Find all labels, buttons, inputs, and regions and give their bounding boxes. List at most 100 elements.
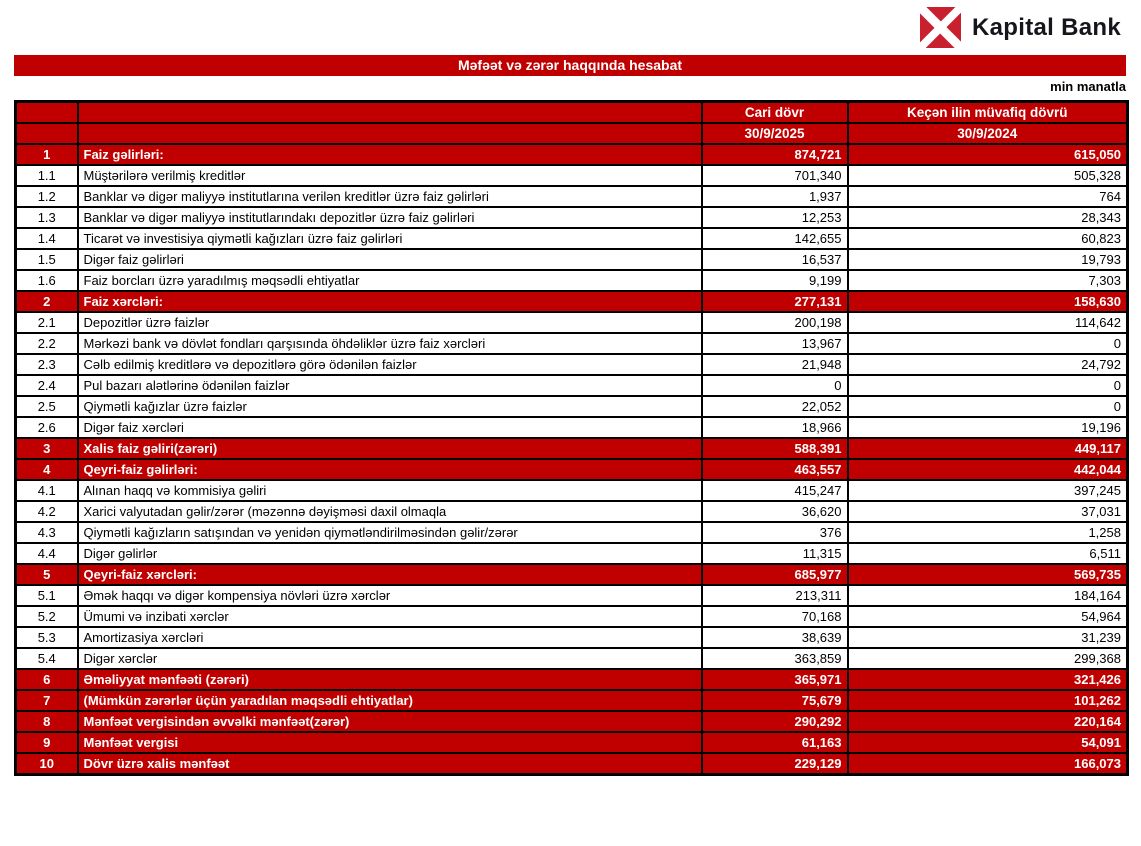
row-value-current: 38,639 xyxy=(700,626,849,649)
row-value-current: 376 xyxy=(700,521,849,544)
header-current-date: 30/9/2025 xyxy=(700,122,849,145)
row-value-current: 200,198 xyxy=(700,311,849,334)
row-value-current: 277,131 xyxy=(700,290,849,313)
row-number: 5.2 xyxy=(14,605,79,628)
row-label: Faiz gəlirləri: xyxy=(76,143,703,166)
row-value-current: 9,199 xyxy=(700,269,849,292)
row-number: 2.6 xyxy=(14,416,79,439)
row-value-previous: 24,792 xyxy=(846,353,1129,376)
row-value-previous: 19,196 xyxy=(846,416,1129,439)
row-value-current: 229,129 xyxy=(700,752,849,776)
row-value-previous: 321,426 xyxy=(846,668,1129,691)
row-value-previous: 28,343 xyxy=(846,206,1129,229)
row-number: 2.4 xyxy=(14,374,79,397)
row-value-current: 874,721 xyxy=(700,143,849,166)
row-label: Qiymətli kağızların satışından və yenidə… xyxy=(76,521,703,544)
row-value-previous: 184,164 xyxy=(846,584,1129,607)
row-number: 4.4 xyxy=(14,542,79,565)
row-value-previous: 615,050 xyxy=(846,143,1129,166)
row-value-previous: 1,258 xyxy=(846,521,1129,544)
row-value-current: 142,655 xyxy=(700,227,849,250)
header-cell-empty xyxy=(14,122,79,145)
row-value-previous: 166,073 xyxy=(846,752,1129,776)
row-label: Digər gəlirlər xyxy=(76,542,703,565)
row-number: 1 xyxy=(14,143,79,166)
row-number: 2.5 xyxy=(14,395,79,418)
row-number: 9 xyxy=(14,731,79,754)
row-number: 1.4 xyxy=(14,227,79,250)
row-value-current: 1,937 xyxy=(700,185,849,208)
row-number: 4.3 xyxy=(14,521,79,544)
row-number: 4 xyxy=(14,458,79,481)
table-row: 7 (Mümkün zərərlər üçün yaradılan məqsəd… xyxy=(14,689,1129,712)
row-number: 2.3 xyxy=(14,353,79,376)
row-label: Əməliyyat mənfəəti (zərəri) xyxy=(76,668,703,691)
table-row: 9 Mənfəət vergisi 61,163 54,091 xyxy=(14,731,1129,754)
row-number: 1.2 xyxy=(14,185,79,208)
row-value-previous: 299,368 xyxy=(846,647,1129,670)
table-row: 1 Faiz gəlirləri: 874,721 615,050 xyxy=(14,143,1129,166)
row-label: Alınan haqq və kommisiya gəliri xyxy=(76,479,703,502)
table-row: 2.5 Qiymətli kağızlar üzrə faizlər 22,05… xyxy=(14,395,1129,418)
row-value-previous: 60,823 xyxy=(846,227,1129,250)
header-previous-date: 30/9/2024 xyxy=(846,122,1129,145)
row-label: Faiz borcları üzrə yaradılmış məqsədli e… xyxy=(76,269,703,292)
table-row: 2 Faiz xərcləri: 277,131 158,630 xyxy=(14,290,1129,313)
row-label: Mənfəət vergisi xyxy=(76,731,703,754)
report-title: Məfəət və zərər haqqında hesabat xyxy=(14,55,1126,76)
row-value-current: 13,967 xyxy=(700,332,849,355)
row-value-previous: 505,328 xyxy=(846,164,1129,187)
row-value-previous: 220,164 xyxy=(846,710,1129,733)
row-label: Xalis faiz gəliri(zərəri) xyxy=(76,437,703,460)
table-row: 1.3 Banklar və digər maliyyə institutlar… xyxy=(14,206,1129,229)
table-row: 2.2 Mərkəzi bank və dövlət fondları qarş… xyxy=(14,332,1129,355)
row-value-previous: 31,239 xyxy=(846,626,1129,649)
table-header-row-dates: 30/9/2025 30/9/2024 xyxy=(14,122,1129,145)
row-label: Qeyri-faiz xərcləri: xyxy=(76,563,703,586)
row-value-previous: 0 xyxy=(846,374,1129,397)
row-number: 5.1 xyxy=(14,584,79,607)
row-value-previous: 54,091 xyxy=(846,731,1129,754)
row-value-previous: 101,262 xyxy=(846,689,1129,712)
row-value-previous: 6,511 xyxy=(846,542,1129,565)
row-value-current: 463,557 xyxy=(700,458,849,481)
row-value-current: 363,859 xyxy=(700,647,849,670)
table-row: 1.5 Digər faiz gəlirləri 16,537 19,793 xyxy=(14,248,1129,271)
row-value-previous: 114,642 xyxy=(846,311,1129,334)
row-label: Depozitlər üzrə faizlər xyxy=(76,311,703,334)
row-label: (Mümkün zərərlər üçün yaradılan məqsədli… xyxy=(76,689,703,712)
table-row: 4 Qeyri-faiz gəlirləri: 463,557 442,044 xyxy=(14,458,1129,481)
row-label: Mərkəzi bank və dövlət fondları qarşısın… xyxy=(76,332,703,355)
row-number: 2 xyxy=(14,290,79,313)
row-label: Amortizasiya xərcləri xyxy=(76,626,703,649)
row-number: 6 xyxy=(14,668,79,691)
row-number: 2.1 xyxy=(14,311,79,334)
brand: Kapital Bank xyxy=(920,7,1121,48)
row-number: 7 xyxy=(14,689,79,712)
table-row: 5.4 Digər xərclər 363,859 299,368 xyxy=(14,647,1129,670)
table-row: 2.3 Cəlb edilmiş kreditlərə və depozitlə… xyxy=(14,353,1129,376)
row-label: Pul bazarı alətlərinə ödənilən faizlər xyxy=(76,374,703,397)
row-number: 5.4 xyxy=(14,647,79,670)
row-number: 10 xyxy=(14,752,79,776)
row-value-current: 290,292 xyxy=(700,710,849,733)
table-row: 1.1 Müştərilərə verilmiş kreditlər 701,3… xyxy=(14,164,1129,187)
table-header-row-period: Cari dövr Keçən ilin müvafiq dövrü xyxy=(14,100,1129,124)
row-label: Müştərilərə verilmiş kreditlər xyxy=(76,164,703,187)
table-row: 10 Dövr üzrə xalis mənfəət 229,129 166,0… xyxy=(14,752,1129,776)
row-value-current: 415,247 xyxy=(700,479,849,502)
row-value-current: 12,253 xyxy=(700,206,849,229)
row-value-current: 16,537 xyxy=(700,248,849,271)
row-value-current: 685,977 xyxy=(700,563,849,586)
table-row: 6 Əməliyyat mənfəəti (zərəri) 365,971 32… xyxy=(14,668,1129,691)
row-value-current: 0 xyxy=(700,374,849,397)
table-row: 4.2 Xarici valyutadan gəlir/zərər (məzən… xyxy=(14,500,1129,523)
row-number: 5 xyxy=(14,563,79,586)
row-number: 4.2 xyxy=(14,500,79,523)
row-label: Ticarət və investisiya qiymətli kağızlar… xyxy=(76,227,703,250)
row-label: Xarici valyutadan gəlir/zərər (məzənnə d… xyxy=(76,500,703,523)
row-number: 3 xyxy=(14,437,79,460)
table-row: 2.1 Depozitlər üzrə faizlər 200,198 114,… xyxy=(14,311,1129,334)
table-row: 1.6 Faiz borcları üzrə yaradılmış məqsəd… xyxy=(14,269,1129,292)
